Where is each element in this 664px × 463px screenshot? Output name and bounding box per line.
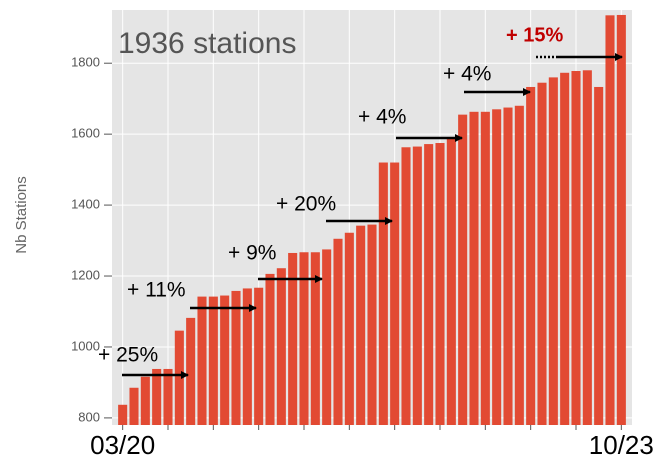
- bar: [118, 404, 128, 425]
- bar: [242, 288, 252, 425]
- bar: [344, 232, 354, 425]
- bar: [174, 330, 184, 425]
- bar: [616, 14, 626, 425]
- y-tick-label: 1600: [71, 126, 100, 141]
- bar: [265, 273, 275, 425]
- bar: [208, 296, 218, 425]
- annotation: + 11%: [127, 279, 186, 302]
- x-tick-label: 10/23: [589, 430, 654, 460]
- bar: [594, 86, 604, 425]
- bar: [492, 109, 502, 426]
- bar: [378, 162, 388, 425]
- chart-title: 1936 stations: [118, 27, 296, 60]
- bar: [322, 249, 332, 425]
- bar: [254, 287, 264, 425]
- bar: [401, 147, 411, 425]
- bar: [163, 368, 173, 425]
- bar: [412, 146, 422, 426]
- bar: [605, 15, 615, 425]
- y-tick-label: 1400: [71, 197, 100, 212]
- bar: [186, 317, 196, 425]
- annotation: + 20%: [276, 193, 336, 216]
- x-tick-label: 03/20: [90, 430, 155, 460]
- bar: [424, 144, 434, 426]
- bar: [571, 71, 581, 425]
- bar: [152, 368, 162, 425]
- annotation: + 4%: [443, 63, 491, 86]
- bar: [288, 252, 298, 425]
- bar: [514, 105, 524, 426]
- y-tick-label: 1800: [71, 55, 100, 70]
- bar: [526, 86, 536, 425]
- bar: [220, 295, 230, 425]
- bar: [537, 82, 547, 425]
- bar: [469, 111, 479, 426]
- annotation: + 15%: [506, 24, 563, 46]
- bar: [231, 290, 241, 425]
- bar: [276, 268, 286, 425]
- y-tick-label: 1000: [71, 338, 100, 353]
- y-axis-label: Nb Stations: [13, 176, 30, 254]
- y-tick-label: 1200: [71, 267, 100, 282]
- y-tick-label: 800: [78, 409, 100, 424]
- bar: [560, 72, 570, 426]
- annotation: + 4%: [358, 106, 406, 129]
- bar: [435, 143, 445, 425]
- bar: [129, 387, 139, 425]
- bar: [503, 107, 513, 426]
- bar: [582, 70, 592, 426]
- bar: [310, 252, 320, 425]
- bar: [197, 296, 207, 425]
- bar: [140, 376, 150, 425]
- annotation: + 9%: [228, 242, 276, 265]
- bar: [480, 111, 490, 426]
- bar: [458, 114, 468, 425]
- bar: [356, 225, 366, 425]
- bar: [390, 162, 400, 425]
- bar: [333, 238, 343, 425]
- bar: [367, 224, 377, 425]
- bar: [548, 77, 558, 426]
- bar: [446, 137, 456, 425]
- annotation: + 25%: [98, 344, 158, 367]
- bar: [299, 252, 309, 425]
